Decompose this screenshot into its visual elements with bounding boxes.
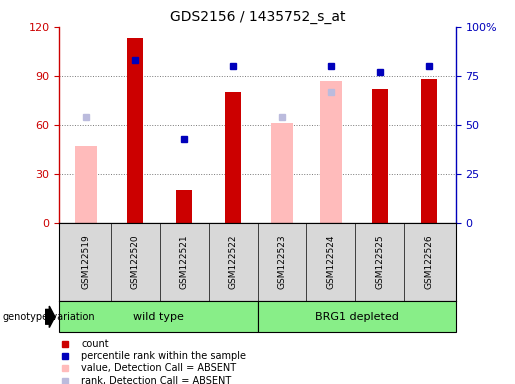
Text: GSM122522: GSM122522 bbox=[229, 235, 237, 289]
Text: GSM122523: GSM122523 bbox=[278, 235, 286, 290]
Text: value, Detection Call = ABSENT: value, Detection Call = ABSENT bbox=[81, 363, 236, 373]
Title: GDS2156 / 1435752_s_at: GDS2156 / 1435752_s_at bbox=[170, 10, 345, 25]
Bar bbox=[372, 89, 388, 223]
Text: GSM122521: GSM122521 bbox=[180, 235, 188, 290]
Text: percentile rank within the sample: percentile rank within the sample bbox=[81, 351, 246, 361]
Bar bbox=[258, 301, 456, 332]
Text: GSM122525: GSM122525 bbox=[375, 235, 384, 290]
Bar bbox=[127, 38, 143, 223]
Bar bbox=[225, 92, 241, 223]
Text: GSM122520: GSM122520 bbox=[131, 235, 140, 290]
FancyArrow shape bbox=[45, 306, 55, 328]
Bar bbox=[421, 79, 437, 223]
Bar bbox=[176, 190, 192, 223]
Text: GSM122524: GSM122524 bbox=[327, 235, 335, 289]
Bar bbox=[271, 123, 293, 223]
Text: rank, Detection Call = ABSENT: rank, Detection Call = ABSENT bbox=[81, 376, 231, 384]
Bar bbox=[59, 301, 258, 332]
Bar bbox=[75, 146, 97, 223]
Text: GSM122526: GSM122526 bbox=[424, 235, 433, 290]
Text: wild type: wild type bbox=[133, 312, 184, 322]
Text: count: count bbox=[81, 339, 109, 349]
Bar bbox=[320, 81, 342, 223]
Text: GSM122519: GSM122519 bbox=[82, 235, 91, 290]
Text: BRG1 depleted: BRG1 depleted bbox=[315, 312, 399, 322]
Text: genotype/variation: genotype/variation bbox=[3, 312, 95, 322]
